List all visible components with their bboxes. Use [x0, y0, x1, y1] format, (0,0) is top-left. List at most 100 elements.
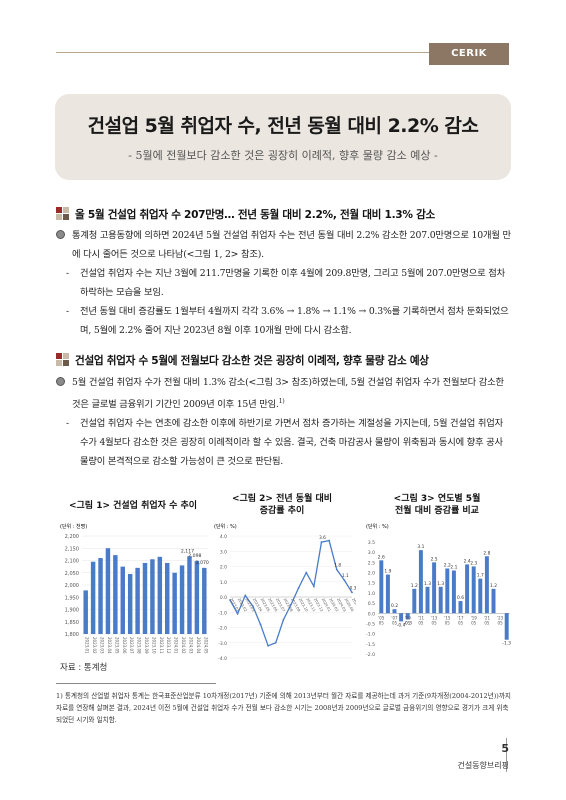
- x-tick-label: 2023.12: [166, 637, 171, 654]
- section1-body: 통계청 고용동향에 의하면 2024년 5월 건설업 취업자 수는 전년 동월 …: [56, 226, 512, 340]
- title-box: 건설업 5월 취업자 수, 전년 동월 대비 2.2% 감소 - 5월에 전월보…: [55, 94, 511, 180]
- y-tick-label: 1,900: [65, 608, 79, 614]
- point: [236, 612, 239, 615]
- bar: [491, 588, 496, 614]
- footnote-ref: 1): [278, 398, 285, 405]
- bar: [157, 556, 163, 634]
- y-tick-label: -1.0: [218, 610, 227, 616]
- data-label: 2.1: [450, 565, 457, 571]
- x-tick-label: 2023.06: [267, 598, 278, 613]
- point: [305, 571, 308, 574]
- x-tick-label: 2023.09: [290, 598, 301, 613]
- point: [282, 618, 285, 621]
- x-tick-label: 05: [379, 620, 385, 625]
- x-tick-label: 2023.02: [92, 637, 97, 654]
- bar: [405, 613, 410, 620]
- y-tick-label: 2.5: [368, 560, 375, 566]
- x-tick-label: 05: [392, 620, 398, 625]
- x-tick-label: 2024.03: [188, 637, 193, 654]
- y-tick-label: 2,100: [65, 559, 79, 565]
- section2-heading: 건설업 취업자 수 5월에 전월보다 감소한 것은 굉장히 이례적, 향후 물량…: [56, 353, 429, 368]
- bar: [458, 601, 463, 614]
- data-label: 3.6: [319, 535, 326, 540]
- bar: [83, 590, 88, 634]
- x-tick-label: 2023.08: [283, 598, 294, 613]
- y-tick-label: 2,150: [65, 546, 79, 552]
- x-tick-label: '09: [405, 615, 412, 620]
- data-label: 2.8: [483, 550, 490, 556]
- footnote-rule: [56, 683, 216, 684]
- section2-body: 5월 건설업 취업자 수가 전월 대비 1.3% 감소(<그림 3> 참조)하였…: [56, 373, 512, 471]
- x-tick-label: '13: [431, 615, 438, 620]
- bar: [127, 573, 133, 634]
- point: [229, 599, 231, 601]
- y-tick-label: 1,850: [65, 620, 79, 626]
- section2-dash1-text: 건설업 취업자 수는 연초에 감소한 이후에 하반기로 가면서 점차 증가하는 …: [80, 418, 503, 468]
- page-number: 5: [501, 742, 509, 755]
- point: [290, 603, 292, 606]
- x-tick-label: 05: [484, 620, 490, 625]
- section1-dash1-text: 건설업 취업자 수는 지난 3월에 211.7만명을 기록한 이후 4월에 20…: [80, 268, 505, 298]
- fig3-title-line1: <그림 3> 연도별 5월: [393, 494, 481, 504]
- x-tick-label: 2024.04: [344, 598, 355, 613]
- point: [335, 568, 338, 571]
- data-label: 1.7: [477, 573, 484, 579]
- x-tick-label: 2023.01: [85, 637, 90, 654]
- point: [328, 539, 331, 542]
- x-tick-label: '15: [444, 615, 451, 620]
- data-label: -1.3: [502, 641, 511, 647]
- x-tick-label: 05: [432, 620, 438, 625]
- x-tick-label: 05: [471, 620, 477, 625]
- y-tick-label: 4.0: [220, 534, 227, 540]
- x-tick-label: 2023.03: [100, 637, 105, 654]
- x-tick-label: 2023.12: [313, 598, 324, 613]
- section2-bullet-text: 5월 건설업 취업자 수가 전월 대비 1.3% 감소(<그림 3> 참조)하였…: [72, 377, 504, 411]
- x-tick-label: '11: [418, 615, 425, 620]
- y-tick-label: 2,200: [65, 534, 79, 540]
- header-rule: [56, 52, 506, 53]
- bar: [418, 550, 423, 614]
- y-tick-label: -1.0: [366, 632, 375, 638]
- x-tick-label: 2023.03: [244, 598, 255, 613]
- point: [267, 644, 270, 647]
- section1-heading-text: 올 5월 건설업 취업자 수 207만명… 전년 동월 대비 2.2%, 전월 …: [75, 209, 435, 221]
- bar: [445, 568, 450, 614]
- section2-dash1: - 건설업 취업자 수는 연초에 감소한 이후에 하반기로 가면서 점차 증가하는…: [66, 418, 503, 468]
- footer-rule: [506, 738, 507, 772]
- bar: [425, 586, 430, 614]
- y-tick-label: 0.0: [368, 611, 375, 617]
- x-tick-label: 2023.11: [159, 637, 164, 654]
- x-tick-label: 05: [418, 620, 424, 625]
- bar: [179, 565, 185, 634]
- x-tick-label: '21: [484, 615, 491, 620]
- y-tick-label: 2,000: [65, 583, 79, 589]
- page-subtitle: - 5월에 전월보다 감소한 것은 굉장히 이례적, 향후 물량 감소 예상 -: [128, 149, 438, 162]
- x-tick-label: '23: [497, 615, 504, 620]
- bar: [484, 556, 489, 614]
- data-label: 1.2: [490, 583, 497, 589]
- bar: [471, 566, 476, 614]
- fig3-title-line2: 전월 대비 증감률 비교: [395, 506, 479, 516]
- x-tick-label: 2024.01: [321, 598, 332, 613]
- x-tick-label: 2024.02: [181, 637, 186, 654]
- y-tick-label: -4.0: [218, 656, 227, 660]
- point: [312, 585, 315, 588]
- section-marker-icon: [56, 353, 69, 366]
- y-tick-label: 0.0: [220, 595, 227, 601]
- data-label: 1.2: [411, 583, 418, 589]
- data-label: 2.4: [464, 558, 471, 564]
- data-label: 1.1: [342, 573, 349, 578]
- data-label: 2,098: [188, 553, 201, 559]
- bar: [451, 570, 456, 614]
- bar: [165, 562, 170, 634]
- x-tick-label: 2023.08: [137, 637, 142, 654]
- data-label: 1.3: [424, 581, 431, 587]
- point: [251, 605, 254, 608]
- data-label: 1.9: [384, 569, 391, 575]
- data-label: 1.3: [437, 581, 444, 587]
- data-label: 2,070: [196, 560, 209, 566]
- data-label: -0.4: [397, 622, 406, 628]
- footnote: 1) 통계청의 산업별 취업자 통계는 한국표준산업분류 10차개정(2017년…: [56, 692, 511, 724]
- bar: [113, 555, 118, 634]
- x-tick-label: 2023.10: [151, 637, 156, 654]
